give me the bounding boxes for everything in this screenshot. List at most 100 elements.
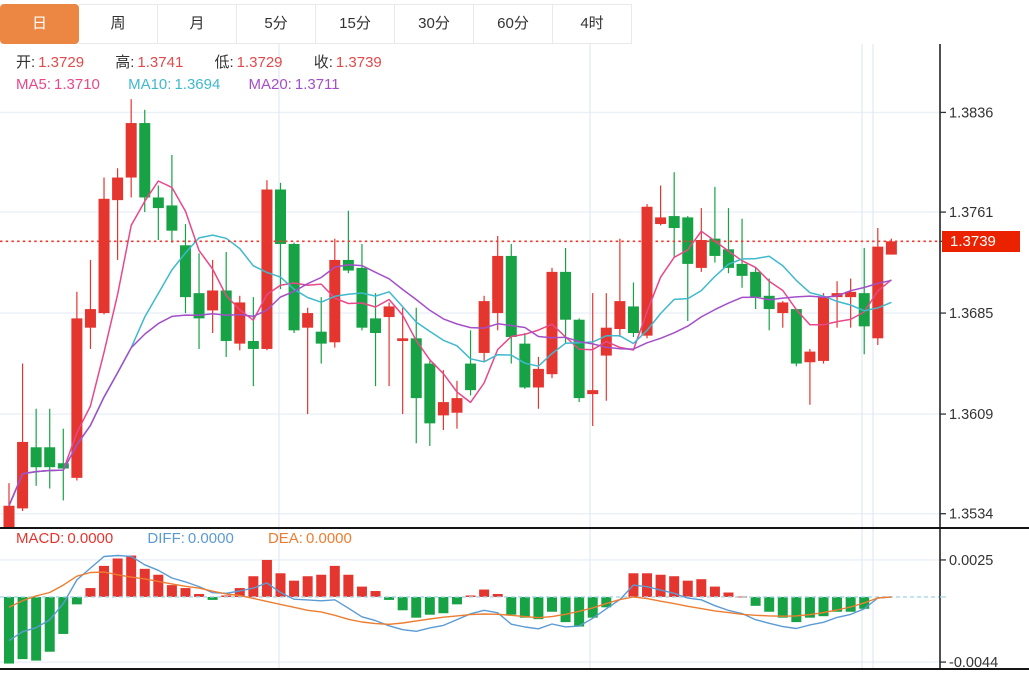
candle-body [437,402,449,416]
macd-bar [370,591,381,597]
macd-bar [289,580,300,597]
candle-body [179,245,191,298]
tab-4hour[interactable]: 4时 [553,4,632,44]
candle-body [98,198,110,314]
candle-body [763,295,775,310]
candle-body [139,123,151,198]
macd-bar [750,596,761,606]
candle-body [44,447,56,468]
candle-body [790,309,802,364]
macd-bar [384,596,395,600]
quote-low: 低: 1.3729 [214,54,283,71]
candle-body [492,255,504,314]
pane-borders [0,42,1029,670]
candle-body [804,351,816,363]
candle-body [722,249,734,268]
y-axis-label: 1.3685 [949,306,993,322]
macd-bar [451,596,462,605]
candle-body [641,206,653,336]
macd-bar [791,596,802,623]
candle-body [424,363,436,424]
candle-body [695,239,707,268]
macd-bar [112,558,123,597]
macd-bar [275,573,286,597]
macd-legend: MACD: 0.0000 DIFF: 0.0000 DEA: 0.0000 [16,530,382,547]
candle-body [302,313,314,328]
candle-body [356,267,368,328]
ma20-value: MA20: 1.3711 [248,76,340,93]
candle-body [777,302,789,314]
tab-daily[interactable]: 日 [0,4,79,44]
macd-bar [696,579,707,597]
candle-body [627,306,639,333]
macd-bar [153,574,164,597]
tab-30min[interactable]: 30分 [395,4,474,44]
macd-bar [424,596,435,615]
macd-bar [832,596,843,612]
candle-body [397,338,409,341]
gridlines [0,42,940,668]
ma5-value: MA5: 1.3710 [16,76,100,93]
candle-body [682,217,694,264]
macd-bar [642,573,653,597]
macd-bar [194,593,205,597]
macd-bar [655,574,666,597]
candle-body [234,302,246,344]
candle-body [451,398,463,413]
candle-body [315,331,327,344]
candle-body [573,319,585,399]
candle-body [560,271,572,320]
tab-monthly[interactable]: 月 [158,4,237,44]
candle-body [750,271,762,298]
macd-bar [709,586,720,597]
macd-bar [723,592,734,597]
candle-body [207,290,219,311]
macd-bar [669,576,680,597]
macd-bar [438,596,449,614]
ma10-line [8,234,892,506]
tab-weekly[interactable]: 周 [79,4,158,44]
candle-body [818,297,829,361]
candle-body [84,309,96,328]
macd-bar [180,588,191,597]
candle-body [845,291,857,298]
candle-body [858,293,870,327]
macd-bar [58,596,69,634]
y-axis-label: 1.3534 [949,507,993,523]
candle-body [247,340,259,349]
candle-body [288,243,300,331]
macd-bar [99,565,110,597]
dea-value: DEA: 0.0000 [267,530,352,547]
macd-bar [845,596,856,612]
tab-5min[interactable]: 5分 [237,4,316,44]
macd-bar [329,565,340,597]
macd-bar [533,596,544,620]
macd-bar [71,596,82,605]
macd-bar [547,596,557,612]
candle-body [57,463,69,469]
quote-close: 收: 1.3739 [313,54,382,71]
macd-bar [356,586,367,597]
macd-value: MACD: 0.0000 [16,530,114,547]
macd-bar [166,585,177,597]
ma-legend: MA5: 1.3710 MA10: 1.3694 MA20: 1.3711 [16,76,364,93]
quote-high: 高: 1.3741 [115,54,184,71]
macd-bar [234,588,245,597]
candle-body [505,255,517,337]
ma-lines [8,180,892,506]
candle-body [546,271,558,375]
macd-bar [221,595,232,597]
ohlc-legend: 开: 1.3729 高: 1.3741 低: 1.3729 收: 1.3739 [16,51,409,72]
y-axis-label: 1.3609 [949,407,993,423]
macd-bar [248,576,259,597]
macd-bar [764,596,775,612]
macd-bar [261,559,272,597]
macd-bar [560,596,571,623]
macd-bar [343,574,354,597]
period-tabbar: 日 周 月 5分 15分 30分 60分 4时 [0,0,1029,44]
tab-60min[interactable]: 60分 [474,4,553,44]
tab-15min[interactable]: 15分 [316,4,395,44]
y-axis-label: -0.0044 [949,655,998,671]
